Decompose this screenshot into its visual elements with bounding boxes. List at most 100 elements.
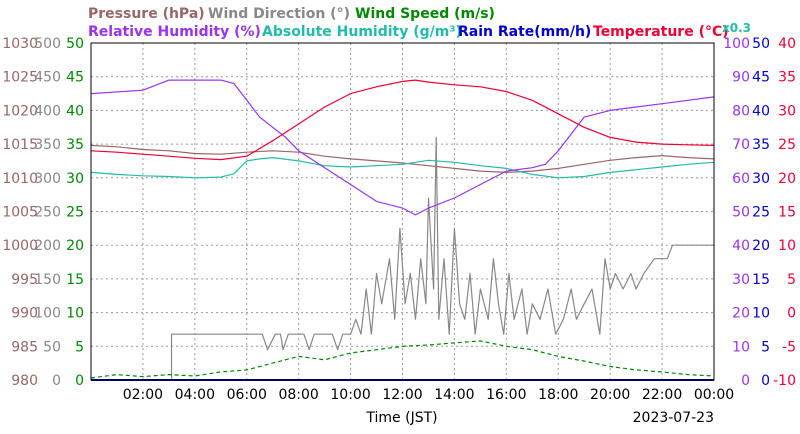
tick-label-wind_speed: 0 (75, 373, 84, 389)
series-temperature (90, 79, 715, 161)
tick-label-wind_dir: 300 (34, 171, 61, 187)
series-humidity (90, 79, 715, 216)
legend-temperature: Temperature (°C) (593, 24, 729, 40)
tick-label-rain_rate: 45 (752, 70, 770, 86)
tick-label-humidity: 80 (732, 103, 750, 119)
tick-label-humidity: 30 (732, 272, 750, 288)
tick-label-wind_speed: 30 (66, 171, 84, 187)
tick-label-wind_dir: 150 (34, 272, 61, 288)
tick-label-pressure: 1010 (2, 171, 38, 187)
series-abs-humidity (90, 157, 715, 179)
tick-label-wind_speed: 35 (66, 137, 84, 153)
tick-label-pressure: 995 (11, 272, 38, 288)
tick-label-rain_rate: 5 (761, 339, 770, 355)
tick-label-rain_rate: 30 (752, 171, 770, 187)
legend-wind-direction: Wind Direction (°) (208, 6, 350, 22)
x-tick-label: 02:00 (123, 387, 163, 403)
tick-label-wind_dir: 250 (34, 205, 61, 221)
right-axes: 1009080706050403020100504540353025201510… (723, 36, 796, 389)
tick-label-pressure: 1000 (2, 238, 38, 254)
x-tick-label: 22:00 (642, 387, 682, 403)
legend-humidity: Relative Humidity (%) (88, 24, 261, 40)
tick-label-wind_dir: 50 (43, 339, 61, 355)
tick-label-rain_rate: 20 (752, 238, 770, 254)
tick-label-temperature: 15 (778, 205, 796, 221)
tick-label-temperature: 0 (787, 306, 796, 322)
tick-label-temperature: 10 (778, 238, 796, 254)
tick-label-wind_speed: 50 (66, 36, 84, 52)
tick-label-pressure: 1025 (2, 70, 38, 86)
tick-label-temperature: 30 (778, 103, 796, 119)
grid (91, 43, 714, 380)
left-axes: 1030102510201015101010051000995990985980… (2, 36, 84, 389)
tick-label-rain_rate: 0 (761, 373, 770, 389)
tick-label-wind_speed: 5 (75, 339, 84, 355)
tick-label-pressure: 985 (11, 339, 38, 355)
legend-abs-humidity: Absolute Humidity (g/m³) (262, 24, 462, 40)
tick-label-pressure: 1020 (2, 103, 38, 119)
x-tick-label: 04:00 (175, 387, 215, 403)
tick-label-pressure: 1030 (2, 36, 38, 52)
legend-pressure: Pressure (hPa) (88, 6, 205, 22)
tick-label-temperature: -10 (773, 373, 796, 389)
x-tick-label: 10:00 (330, 387, 370, 403)
tick-label-temperature: 40 (778, 36, 796, 52)
plot-border (90, 42, 715, 381)
tick-label-temperature: 25 (778, 137, 796, 153)
tick-label-temperature: -5 (782, 339, 796, 355)
x-tick-label: 20:00 (590, 387, 630, 403)
legend-rain-rate: Rain Rate(mm/h) (458, 24, 591, 40)
x-tick-label: 16:00 (486, 387, 526, 403)
tick-label-wind_speed: 40 (66, 103, 84, 119)
tick-label-wind_dir: 350 (34, 137, 61, 153)
tick-label-wind_speed: 15 (66, 272, 84, 288)
x-tick-label: 00:00 (694, 387, 734, 403)
chart-date: 2023-07-23 (633, 410, 714, 426)
tick-label-wind_dir: 200 (34, 238, 61, 254)
tick-label-rain_rate: 10 (752, 306, 770, 322)
tick-label-wind_speed: 20 (66, 238, 84, 254)
tick-label-humidity: 50 (732, 205, 750, 221)
tick-label-rain_rate: 25 (752, 205, 770, 221)
x-tick-label: 14:00 (434, 387, 474, 403)
tick-label-temperature: 5 (787, 272, 796, 288)
tick-label-temperature: 20 (778, 171, 796, 187)
tick-label-wind_dir: 100 (34, 306, 61, 322)
tick-label-rain_rate: 40 (752, 103, 770, 119)
tick-label-rain_rate: 35 (752, 137, 770, 153)
tick-label-humidity: 90 (732, 70, 750, 86)
tick-label-humidity: 70 (732, 137, 750, 153)
tick-label-pressure: 990 (11, 306, 38, 322)
tick-label-humidity: 40 (732, 238, 750, 254)
tick-label-wind_dir: 400 (34, 103, 61, 119)
series-wind-dir (91, 136, 714, 381)
tick-label-wind_dir: 0 (52, 373, 61, 389)
legend-wind-speed: Wind Speed (m/s) (355, 6, 495, 22)
tick-label-wind_dir: 500 (34, 36, 61, 52)
series-pressure (90, 144, 715, 173)
x-tick-label: 06:00 (227, 387, 267, 403)
x-axis-label: Time (JST) (365, 410, 437, 426)
tick-label-rain_rate: 50 (752, 36, 770, 52)
series-wind-speed (90, 340, 715, 379)
tick-label-wind_speed: 25 (66, 205, 84, 221)
x-tick-label: 12:00 (382, 387, 422, 403)
tick-label-rain_rate: 15 (752, 272, 770, 288)
tick-label-wind_speed: 45 (66, 70, 84, 86)
x-tick-label: 08:00 (278, 387, 318, 403)
tick-label-humidity: 10 (732, 339, 750, 355)
legend-rain-scale: x0.3 (722, 21, 751, 35)
tick-label-humidity: 100 (723, 36, 750, 52)
tick-label-humidity: 20 (732, 306, 750, 322)
tick-label-pressure: 980 (11, 373, 38, 389)
tick-label-wind_speed: 10 (66, 306, 84, 322)
tick-label-wind_dir: 450 (34, 70, 61, 86)
tick-label-temperature: 35 (778, 70, 796, 86)
x-axis-ticks: 02:00 04:00 06:00 08:00 10:00 12:00 14:00 16:00… (123, 387, 734, 403)
x-tick-label: 18:00 (538, 387, 578, 403)
tick-label-humidity: 60 (732, 171, 750, 187)
tick-label-humidity: 0 (741, 373, 750, 389)
tick-label-pressure: 1005 (2, 205, 38, 221)
tick-label-pressure: 1015 (2, 137, 38, 153)
